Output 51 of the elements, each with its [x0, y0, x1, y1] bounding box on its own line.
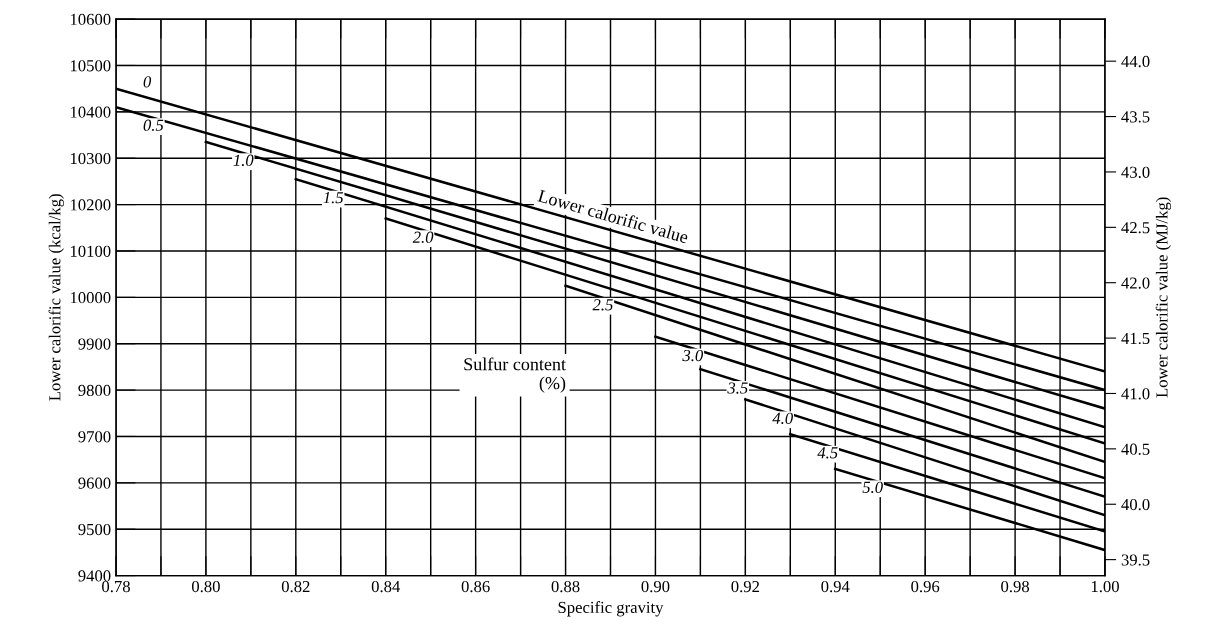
- series-label: 5.0: [862, 481, 883, 493]
- series-label: 3.0: [682, 349, 704, 362]
- y-axis-title: Lower calorific value (kcal/kg): [48, 194, 64, 401]
- y-tick-label: 10000: [70, 292, 111, 304]
- series-label: 4.5: [817, 447, 838, 459]
- y2-tick-label: 42.0: [1121, 277, 1150, 289]
- series-label: 1.5: [323, 192, 344, 204]
- series-label: 2.5: [592, 299, 613, 311]
- x-tick-label: 0.88: [551, 580, 580, 593]
- x-tick-label: 0.96: [911, 580, 940, 593]
- series-label: 4.0: [772, 412, 793, 425]
- y-tick-label: 10400: [70, 106, 111, 118]
- y-tick-label: 9600: [78, 477, 111, 489]
- y2-tick-label: 41.5: [1121, 332, 1150, 345]
- series-label: 1.0: [233, 154, 254, 166]
- series-label: 0: [143, 76, 152, 88]
- y-tick-label: 9800: [78, 384, 111, 397]
- y2-tick-label: 40.0: [1121, 498, 1150, 511]
- x-tick-label: 0.84: [371, 580, 401, 593]
- y2-tick-label: 40.5: [1121, 443, 1150, 455]
- x-tick-label: 1.00: [1091, 580, 1119, 593]
- annotation: Sulfur content (%): [464, 357, 566, 393]
- x-tick-label: 0.82: [281, 580, 310, 593]
- y2-tick-label: 41.0: [1121, 388, 1150, 400]
- y-tick-label: 9900: [78, 338, 111, 350]
- y-tick-label: 10100: [70, 245, 111, 257]
- y-tick-label: 9500: [78, 523, 111, 536]
- x-axis-title: Specific gravity: [558, 601, 664, 617]
- y2-tick-label: 43.5: [1121, 111, 1150, 123]
- y-tick-label: 10500: [70, 60, 111, 72]
- y2-tick-label: 44.0: [1121, 55, 1150, 68]
- x-tick-label: 0.98: [1001, 580, 1030, 593]
- series-label: 0.5: [143, 119, 164, 131]
- annotation: Lower calorific value: [537, 188, 690, 244]
- series-label: 3.5: [727, 382, 748, 394]
- x-tick-label: 0.86: [461, 580, 490, 593]
- y2-tick-label: 43.0: [1121, 166, 1150, 178]
- series-label: 2.0: [412, 231, 434, 243]
- y2-axis-title: Lower calorific value (MJ/kg): [1155, 197, 1172, 398]
- y2-tick-label: 42.5: [1121, 222, 1150, 234]
- y2-tick-label: 39.5: [1121, 554, 1150, 566]
- x-tick-label: 0.92: [731, 580, 760, 593]
- x-tick-label: 0.94: [821, 580, 850, 593]
- x-tick-label: 0.80: [191, 580, 220, 593]
- y-tick-label: 10200: [70, 199, 111, 211]
- x-tick-label: 0.78: [102, 580, 130, 593]
- x-tick-label: 0.90: [641, 580, 670, 593]
- y-tick-label: 9400: [78, 570, 111, 582]
- y-tick-label: 10300: [70, 152, 111, 165]
- y-tick-label: 9700: [78, 431, 111, 443]
- y-tick-label: 10600: [70, 13, 111, 26]
